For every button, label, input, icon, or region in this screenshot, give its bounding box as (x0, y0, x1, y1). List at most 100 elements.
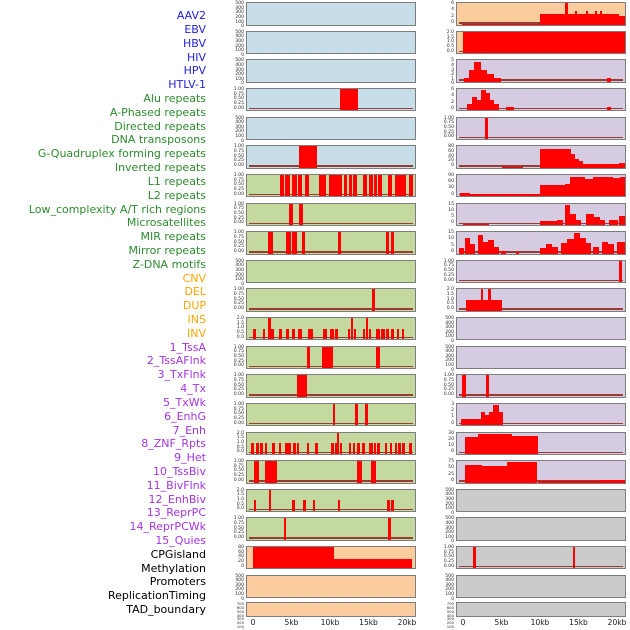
y-axis-ticks: 500 400 300 200 100 0 (204, 258, 244, 286)
y-tick-label: 100 (445, 334, 454, 340)
y-axis-ticks: 1.00 0.75 0.50 0.25 0.00 (204, 517, 244, 540)
y-tick-label: 3 (451, 67, 454, 73)
y-tick-label: 60 (448, 179, 454, 185)
y-tick-label: 500 (235, 1, 244, 7)
signal-bar (298, 146, 318, 168)
y-axis-ticks: 500 400 300 200 100 0 (414, 574, 454, 601)
y-tick-label: 2.0 (236, 430, 244, 436)
y-tick-label: 0 (241, 596, 244, 602)
y-tick-label: 0.0 (236, 334, 244, 340)
y-tick-label: 0.00 (233, 248, 244, 254)
track-panel (246, 116, 416, 141)
y-tick-label: 200 (235, 272, 244, 278)
y-tick-label: 0.25 (233, 358, 244, 364)
signal-bar (572, 546, 576, 569)
track-label: L2 repeats (147, 188, 206, 202)
signal-bar (333, 559, 413, 569)
signal-bar (388, 174, 393, 197)
y-axis-ticks: 500 400 300 200 100 0 (204, 1, 244, 29)
signal-bar (464, 464, 483, 483)
track-label: Methylation (141, 561, 206, 575)
y-tick-label: 0.50 (443, 554, 454, 560)
y-tick-label: 0.25 (233, 158, 244, 164)
y-tick-label: 0 (451, 539, 454, 545)
y-tick-label: 0 (451, 420, 454, 426)
signal-bar (465, 436, 478, 454)
signal-bar (599, 219, 605, 225)
signal-bar (556, 219, 563, 225)
x-tick-label: 20kb (397, 618, 417, 627)
y-tick-label: 100 (445, 506, 454, 512)
x-tick-label: 20kb (607, 618, 627, 627)
y-tick-label: 1.00 (233, 516, 244, 522)
signal-bar (599, 11, 603, 25)
signal-bar (339, 443, 343, 454)
track-panel (456, 374, 626, 398)
signal-bar (619, 16, 625, 25)
track-label: HIV (186, 50, 206, 64)
y-tick-label: 0 (451, 449, 454, 455)
signal-bar (265, 461, 278, 483)
signal-bar (507, 462, 537, 483)
track-label: 2_TssAFlnk (146, 354, 206, 368)
y-tick-label: 0.50 (233, 411, 244, 417)
y-tick-label: 0.75 (443, 263, 454, 269)
y-axis-ticks: 1.00 0.75 0.50 0.25 0.00 (414, 374, 454, 397)
signal-bar (293, 443, 296, 454)
y-tick-label: 20 (448, 158, 454, 164)
y-tick-label: 500 (235, 258, 244, 264)
y-tick-label: 500 (235, 573, 244, 579)
y-tick-label: 0 (451, 510, 454, 516)
signal-bar (599, 479, 622, 483)
y-tick-label: 0.5 (446, 301, 454, 307)
y-tick-label: 0.00 (443, 392, 454, 397)
y-tick-label: 0.50 (443, 268, 454, 274)
signal-bar (493, 77, 501, 82)
y-axis-ticks: 2.0 1.5 1.0 0.5 0.0 (414, 30, 454, 54)
track-panel (246, 374, 416, 398)
y-tick-label: 500 (235, 115, 244, 121)
y-tick-label: 100 (235, 76, 244, 82)
signal-bar (482, 465, 508, 483)
signal-bar (348, 174, 352, 197)
y-tick-label: 500 (445, 344, 454, 350)
signal-bar (480, 289, 484, 311)
signal-bar (307, 346, 311, 369)
signal-bar (272, 443, 275, 454)
track-panel (246, 431, 416, 455)
y-tick-label: 400 (236, 612, 244, 618)
signal-bar (619, 177, 625, 197)
signal-bar (389, 443, 393, 454)
y-tick-label: 1.5 (236, 492, 244, 498)
y-axis-ticks: 1.00 0.75 0.50 0.25 0.00 (204, 374, 244, 397)
y-tick-label: 90 (448, 172, 454, 178)
y-tick-label: 300 (446, 616, 454, 622)
track-label: 10_TssBiv (153, 464, 206, 478)
y-tick-label: 500 (445, 516, 454, 522)
track-panel (246, 173, 416, 198)
y-tick-label: 100 (446, 623, 454, 629)
y-tick-label: 1.00 (233, 201, 244, 207)
y-tick-label: 0 (451, 477, 454, 483)
y-axis-ticks: 80 60 40 20 0 (414, 145, 454, 168)
zero-baseline (249, 108, 413, 110)
y-tick-label: 40 (448, 153, 454, 159)
track-label: INS (187, 313, 206, 327)
track-label: DUP (182, 299, 206, 313)
track-label: AAV2 (176, 9, 206, 23)
track-label: CPGisland (150, 547, 206, 561)
y-axis-ticks: 2.0 1.5 1.0 0.5 0.0 (204, 316, 244, 340)
y-tick-label: 0.5 (236, 444, 244, 450)
y-tick-label: 100 (235, 591, 244, 597)
y-tick-label: 0 (242, 628, 244, 630)
y-tick-label: 0.25 (443, 559, 454, 565)
y-tick-label: 300 (236, 616, 244, 622)
y-tick-label: 1.00 (443, 373, 454, 379)
zero-baseline (249, 251, 413, 253)
signal-bar (574, 11, 578, 25)
track-label: 14_ReprPCWk (129, 520, 206, 534)
y-axis-ticks: 1.00 0.75 0.50 0.25 0.00 (414, 545, 454, 569)
signal-bar (609, 219, 619, 225)
x-tick-label: 15kb (569, 618, 588, 627)
y-tick-label: 300 (235, 124, 244, 130)
